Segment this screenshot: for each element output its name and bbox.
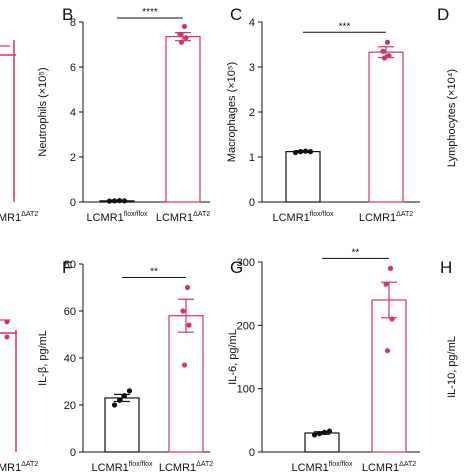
data-point	[186, 322, 192, 328]
y-tick-label: 20	[64, 400, 76, 412]
panel-F: F 0 20 40 60 80 IL-β, pg/mL LCMR1flox/flox LCMR1…	[37, 258, 213, 474]
data-point	[321, 429, 328, 435]
y-tick-label: 4	[70, 107, 76, 119]
chart-panels: B 0 2 4 6 8 Neutrophils (×10⁵) LCMR1flox/flox LC…	[37, 5, 420, 474]
left-bottom-point	[4, 319, 10, 325]
data-point	[316, 431, 323, 437]
y-axis-label: Neutrophils (×10⁵)	[37, 67, 49, 156]
bar	[285, 151, 321, 203]
panel-letter-C: C	[230, 5, 242, 24]
y-tick-label: 0	[249, 197, 255, 209]
data-point	[183, 35, 189, 41]
left-bottom-xlabel: MR1ΔAT2	[0, 461, 38, 474]
bar	[104, 397, 140, 453]
panel-letter-D: D	[437, 5, 449, 24]
y-tick-label: 60	[64, 306, 76, 318]
x-tick-label: LCMR1flox/flox	[272, 211, 334, 224]
x-tick-label: LCMR1ΔAT2	[359, 211, 413, 224]
data-point	[311, 432, 318, 438]
y-tick-label: 200	[237, 320, 255, 332]
data-point	[381, 55, 388, 61]
significance-label: **	[352, 247, 360, 258]
data-point	[178, 39, 185, 45]
data-point	[180, 308, 186, 314]
data-point	[302, 148, 309, 154]
y-tick-label: 100	[237, 384, 255, 396]
data-point	[384, 348, 391, 354]
panel-G: G 0 100 200 300 IL-6, pg/mL LCMR1flox/flox LCMR…	[227, 247, 420, 474]
panel-D-partial: D Lymphocytes (×10⁴)	[437, 5, 458, 167]
y-tick-label: 0	[70, 197, 76, 209]
y-tick-label: 0	[70, 447, 76, 459]
y-axis-label: Macrophages (×10⁵)	[226, 62, 238, 162]
data-point	[326, 428, 333, 434]
data-point	[386, 53, 392, 59]
bar	[371, 299, 407, 453]
data-point	[116, 397, 123, 403]
significance-label: ***	[339, 21, 351, 32]
data-point	[121, 393, 128, 399]
left-cropped-panels: MR1ΔAT2 MR1ΔAT2	[0, 40, 38, 474]
data-point	[380, 48, 386, 54]
bar	[168, 315, 204, 453]
x-tick-label: LCMR1ΔAT2	[156, 211, 210, 224]
data-point	[116, 198, 123, 204]
panel-H-ylabel: IL-10, pg/mL	[446, 336, 458, 398]
significance-label: ****	[142, 7, 158, 18]
y-tick-label: 1	[249, 152, 255, 164]
panel-D-ylabel: Lymphocytes (×10⁴)	[446, 69, 458, 167]
data-point	[297, 149, 304, 155]
x-tick-label: LCMR1ΔAT2	[159, 461, 213, 474]
y-tick-label: 2	[70, 152, 76, 164]
data-point	[181, 362, 188, 368]
panel-H-partial: H IL-10, pg/mL	[440, 258, 458, 398]
panel-letter-B: B	[62, 5, 73, 24]
left-bottom-point	[4, 334, 10, 340]
panel-letter-F: F	[62, 258, 72, 277]
bar	[165, 36, 201, 203]
y-tick-label: 4	[249, 17, 255, 29]
significance-label: **	[150, 267, 158, 278]
y-axis-label: IL-β, pg/mL	[37, 330, 49, 386]
data-point	[106, 198, 113, 204]
x-tick-label: LCMR1flox/flox	[291, 461, 353, 474]
x-tick-label: LCMR1flox/flox	[86, 211, 148, 224]
panel-letter-H: H	[440, 258, 452, 277]
data-point	[292, 149, 299, 156]
y-axis-label: IL-6, pg/mL	[227, 329, 239, 385]
data-point	[307, 149, 314, 155]
data-point	[389, 316, 395, 322]
data-point	[111, 402, 118, 408]
y-tick-label: 40	[64, 353, 76, 365]
y-tick-label: 2	[249, 107, 255, 119]
data-point	[177, 31, 183, 37]
data-point	[111, 198, 118, 204]
y-tick-label: 3	[249, 62, 255, 74]
data-point	[184, 284, 191, 291]
x-tick-label: LCMR1ΔAT2	[362, 461, 416, 474]
bar	[304, 432, 340, 453]
panel-letter-G: G	[230, 258, 243, 277]
data-point	[121, 198, 128, 204]
y-tick-label: 6	[70, 62, 76, 74]
y-tick-label: 8	[70, 17, 76, 29]
data-point	[387, 265, 394, 271]
data-point	[383, 281, 389, 287]
x-tick-label: LCMR1flox/flox	[91, 461, 153, 474]
data-point	[126, 388, 133, 394]
y-tick-label: 300	[237, 257, 255, 269]
y-tick-label: 0	[249, 447, 255, 459]
y-tick-label: 80	[64, 259, 76, 271]
bar	[368, 51, 404, 203]
data-point	[384, 39, 391, 45]
data-point	[181, 23, 188, 30]
panel-B: B 0 2 4 6 8 Neutrophils (×10⁵) LCMR1flox/flox LC…	[37, 5, 210, 224]
panel-C: C 0 1 2 3 4 Macrophages (×10⁵) LCMR1flox/flox LC…	[226, 5, 420, 224]
left-top-xlabel: MR1ΔAT2	[0, 211, 38, 224]
